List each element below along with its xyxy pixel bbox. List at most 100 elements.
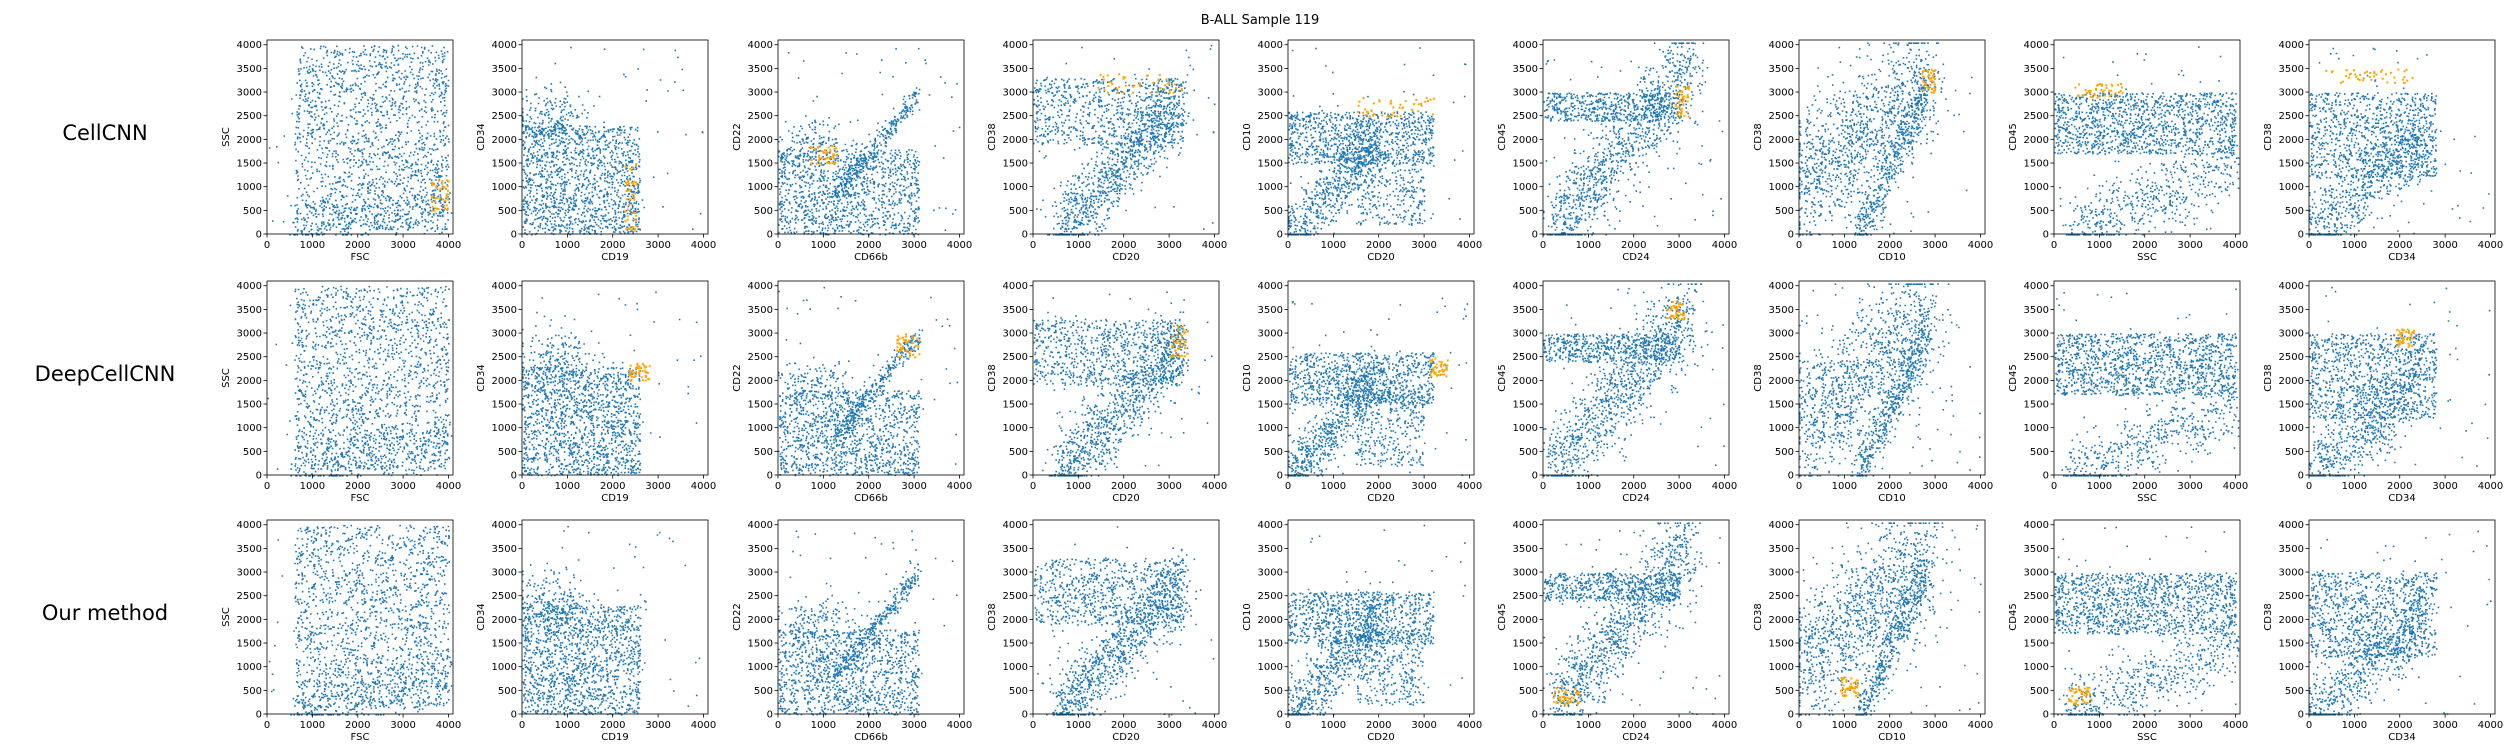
x-tick-label: 2000: [1877, 481, 1902, 492]
y-tick-label: 3500: [1003, 305, 1028, 316]
y-axis-label: CD38: [987, 364, 998, 391]
y-tick-label: 1500: [748, 639, 773, 650]
x-tick-label: 4000: [691, 720, 716, 731]
y-tick-label: 0: [1532, 230, 1538, 241]
y-tick-label: 3000: [1003, 568, 1028, 579]
population-points: [1033, 291, 1213, 477]
y-tick-label: 3000: [1258, 88, 1283, 99]
y-tick-label: 2000: [1258, 135, 1283, 146]
highlight-points: [1665, 300, 1686, 321]
axes-frame: [1032, 280, 1220, 476]
y-tick-label: 0: [256, 471, 262, 482]
x-tick-label: 4000: [947, 720, 972, 731]
population-points: [2054, 526, 2240, 716]
x-tick-label: 0: [1285, 720, 1291, 731]
y-axis-label: CD45: [2008, 603, 2019, 630]
y-tick-label: 0: [767, 710, 773, 721]
x-tick-label: 4000: [2478, 240, 2503, 251]
x-tick-label: 3000: [1666, 481, 1691, 492]
x-tick-label: 3000: [1666, 240, 1691, 251]
y-tick-label: 3000: [1003, 329, 1028, 340]
axes-frame: [521, 280, 709, 476]
y-tick-label: 3500: [1513, 305, 1538, 316]
highlight-points: [624, 163, 638, 232]
x-tick-label: 1000: [2087, 240, 2112, 251]
x-tick-label: 0: [775, 720, 781, 731]
y-tick-label: 2500: [492, 591, 517, 602]
y-tick-label: 500: [498, 686, 517, 697]
x-tick-label: 2000: [1366, 481, 1391, 492]
x-tick-label: 4000: [2223, 481, 2248, 492]
y-tick-label: 500: [1009, 447, 1028, 458]
y-tick-label: 4000: [1769, 281, 1794, 292]
population-points: [1799, 283, 1981, 477]
x-axis-label: CD19: [601, 732, 628, 743]
x-tick-label: 2000: [1366, 240, 1391, 251]
y-tick-label: 3500: [2024, 64, 2049, 75]
x-tick-label: 4000: [436, 481, 461, 492]
population-points: [2309, 286, 2491, 477]
y-tick-label: 2000: [2024, 376, 2049, 387]
y-tick-label: 500: [1519, 686, 1538, 697]
y-axis-label: CD38: [1753, 123, 1764, 150]
y-tick-label: 500: [754, 447, 773, 458]
x-tick-label: 4000: [947, 481, 972, 492]
y-tick-label: 1000: [2279, 662, 2304, 673]
y-axis-label: CD38: [987, 603, 998, 630]
y-tick-label: 2500: [237, 111, 262, 122]
y-tick-label: 3000: [1513, 568, 1538, 579]
population-points: [2054, 288, 2240, 477]
y-tick-label: 1500: [2279, 159, 2304, 170]
axes-frame: [2308, 519, 2496, 715]
y-tick-label: 3500: [237, 64, 262, 75]
x-tick-label: 3000: [1411, 720, 1436, 731]
x-tick-label: 0: [1796, 481, 1802, 492]
y-tick-label: 3500: [1003, 64, 1028, 75]
y-tick-label: 3000: [748, 88, 773, 99]
x-axis-label: CD66b: [854, 252, 888, 263]
x-tick-label: 1000: [2342, 720, 2367, 731]
axes-frame: [777, 39, 965, 235]
x-tick-label: 0: [2051, 240, 2057, 251]
y-tick-label: 2500: [1003, 111, 1028, 122]
y-tick-label: 0: [767, 230, 773, 241]
y-tick-label: 2500: [1513, 352, 1538, 363]
y-tick-label: 1000: [492, 662, 517, 673]
x-tick-label: 4000: [1968, 481, 1993, 492]
x-tick-label: 3000: [390, 720, 415, 731]
x-tick-label: 2000: [2387, 240, 2412, 251]
x-tick-label: 0: [519, 240, 525, 251]
y-tick-label: 3000: [1258, 568, 1283, 579]
y-tick-label: 3000: [1769, 88, 1794, 99]
y-tick-label: 1500: [1769, 639, 1794, 650]
y-tick-label: 2000: [1769, 615, 1794, 626]
y-tick-label: 1000: [1513, 662, 1538, 673]
y-tick-label: 2000: [1513, 615, 1538, 626]
y-tick-label: 2500: [2279, 591, 2304, 602]
x-axis-label: CD19: [601, 493, 628, 504]
y-tick-label: 1000: [492, 182, 517, 193]
panel-r1-c3: 0 1000 2000 3000 4000 0 500 1000 1500 2000 2500 300…: [987, 280, 1227, 504]
x-tick-label: 0: [2306, 720, 2312, 731]
x-tick-label: 1000: [1832, 240, 1857, 251]
x-tick-label: 3000: [1922, 481, 1947, 492]
y-tick-label: 3000: [492, 329, 517, 340]
y-tick-label: 3000: [1513, 329, 1538, 340]
panel-r0-c0: 0 1000 2000 3000 4000 0 500 1000 1500 2000 2500 300…: [221, 39, 461, 263]
y-tick-label: 2000: [492, 135, 517, 146]
y-tick-label: 4000: [1769, 40, 1794, 51]
x-tick-label: 3000: [2432, 720, 2457, 731]
y-tick-label: 500: [2030, 447, 2049, 458]
panel-r2-c6: 0 1000 2000 3000 4000 0 500 1000 1500 2000 2500 300…: [1753, 519, 1993, 743]
x-tick-label: 1000: [2087, 720, 2112, 731]
highlight-points: [1097, 73, 1183, 94]
highlight-points: [2067, 685, 2093, 706]
population-points: [2309, 530, 2492, 716]
y-tick-label: 3000: [1769, 568, 1794, 579]
y-tick-label: 0: [2043, 230, 2049, 241]
highlight-points: [1840, 676, 1860, 698]
y-tick-label: 3500: [1769, 64, 1794, 75]
y-tick-label: 4000: [492, 281, 517, 292]
x-axis-label: SSC: [2137, 252, 2157, 263]
y-tick-label: 3500: [2279, 305, 2304, 316]
